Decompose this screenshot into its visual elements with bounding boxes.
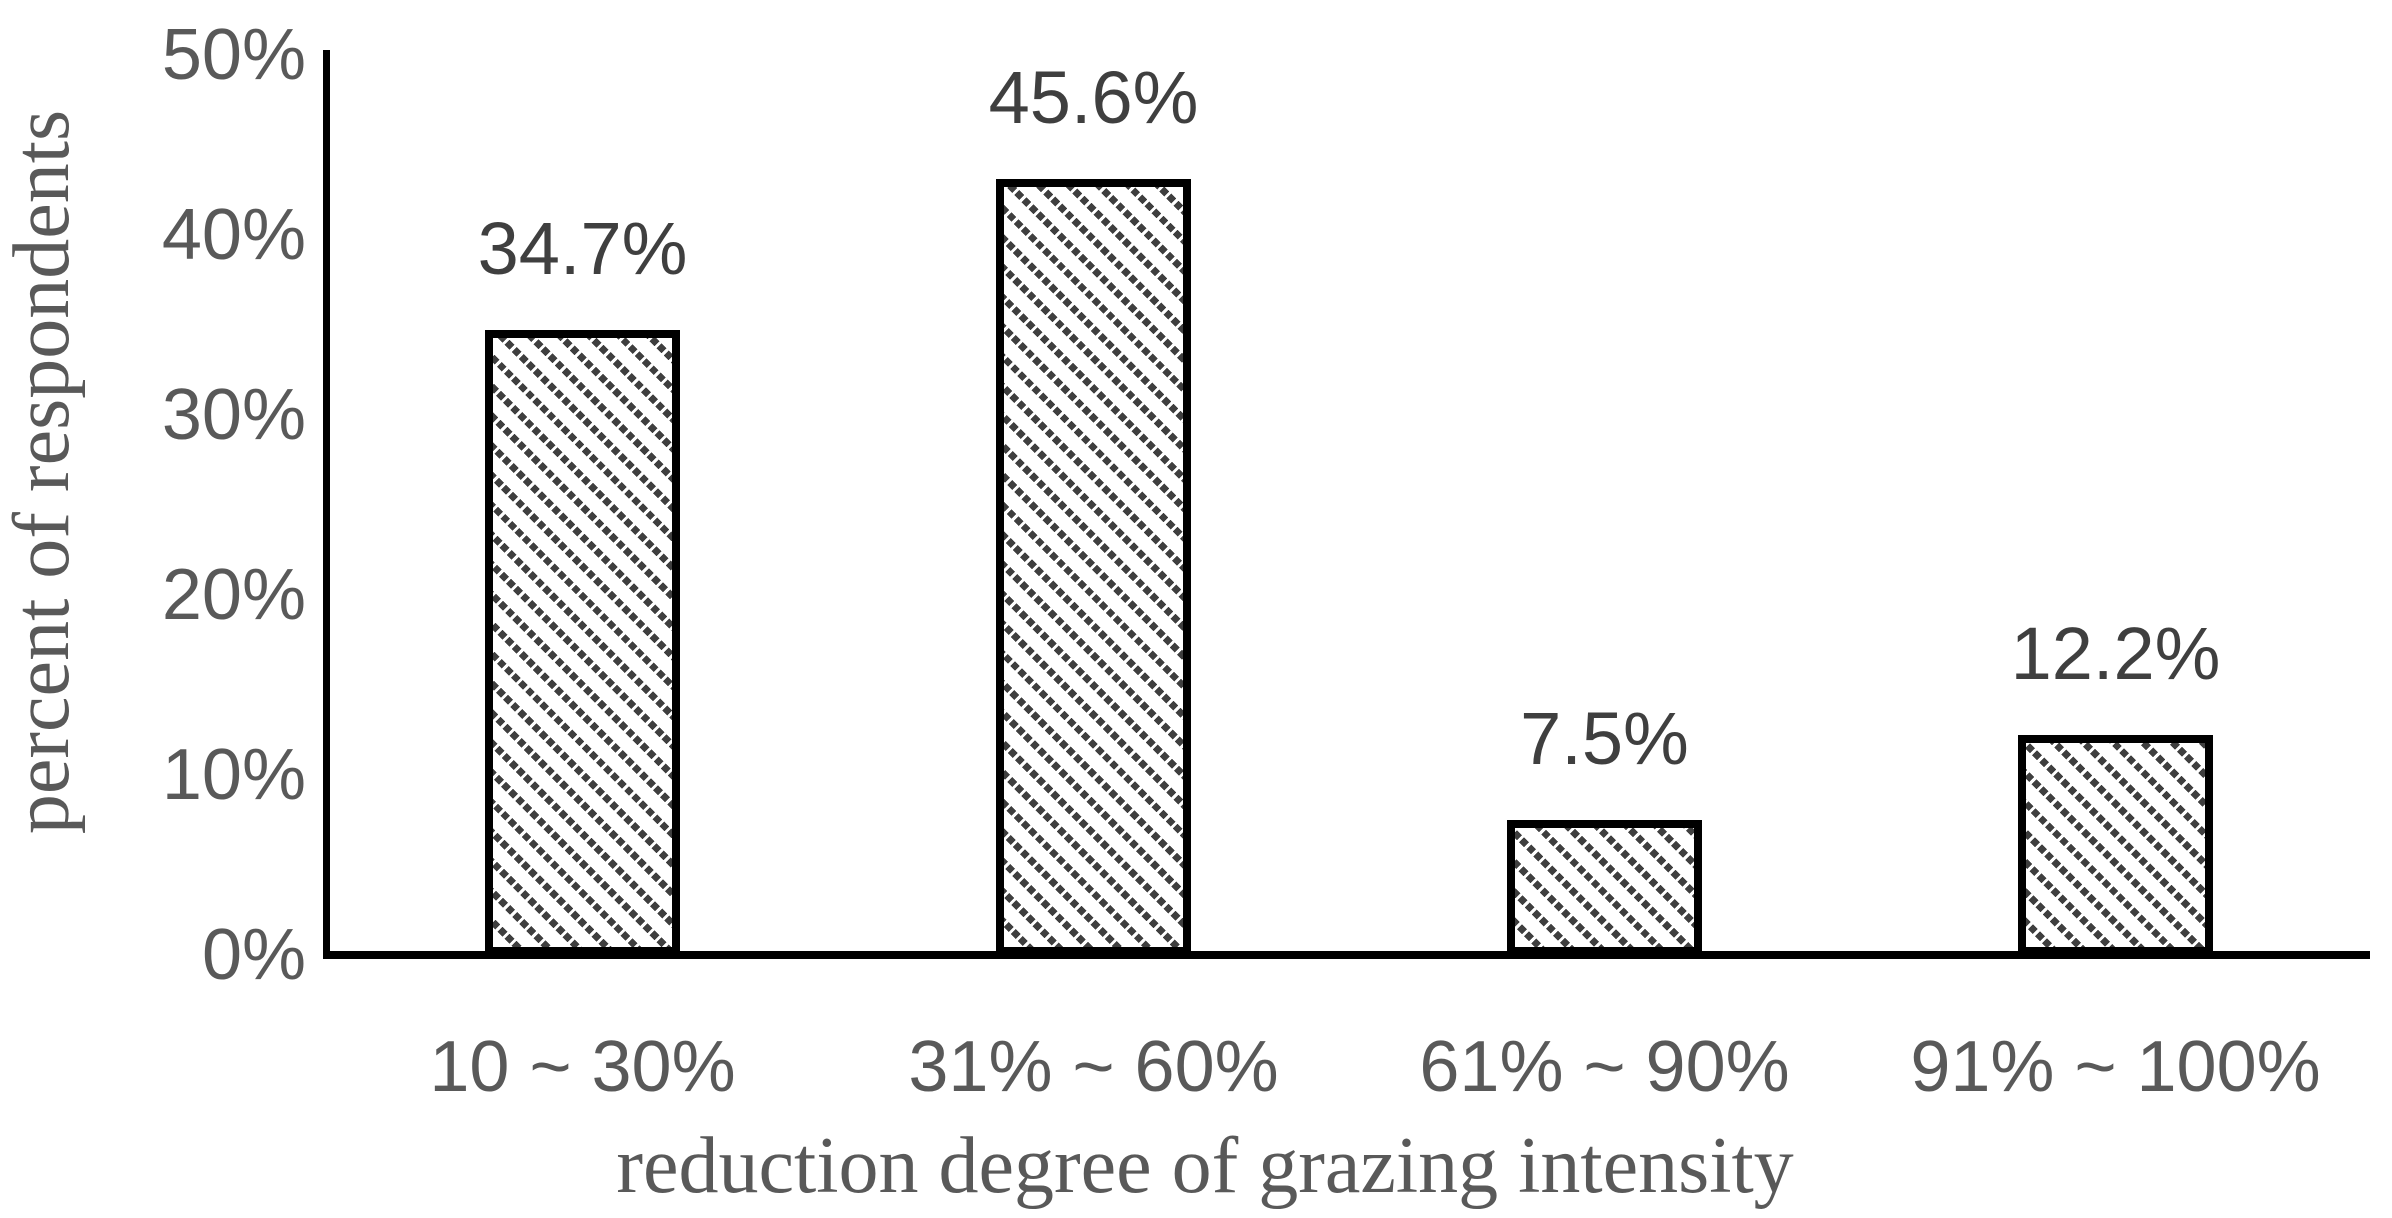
bar-data-label: 12.2% [2010, 612, 2221, 696]
bar-31-60 [996, 179, 1191, 955]
x-axis-line [323, 951, 2370, 959]
bar-slot: 12.2% [1860, 55, 2371, 955]
bar-61-90 [1507, 820, 1702, 955]
plot-area: 34.7% 45.6% 7.5% 12.2% [327, 55, 2370, 955]
y-tick-label-30: 30% [161, 375, 306, 455]
bar-91-100 [2018, 735, 2213, 955]
bar-slot: 45.6% [838, 55, 1349, 955]
y-tick-label-0: 0% [201, 915, 306, 995]
bar-10-30 [485, 330, 680, 955]
y-axis-line [323, 50, 330, 959]
x-category-label: 61% ~ 90% [1419, 1027, 1790, 1107]
x-category-label: 91% ~ 100% [1910, 1027, 2321, 1107]
y-tick-label-10: 10% [161, 735, 306, 815]
y-tick-label-50: 50% [161, 15, 306, 95]
bar-data-label: 45.6% [988, 56, 1199, 139]
y-tick-label-20: 20% [161, 555, 306, 635]
x-axis-title: reduction degree of grazing intensity [616, 1122, 1794, 1210]
bar-data-label: 34.7% [477, 207, 688, 291]
x-category-label: 10 ~ 30% [429, 1027, 736, 1107]
bar-slot: 34.7% [327, 55, 838, 955]
x-category-label: 31% ~ 60% [908, 1027, 1279, 1107]
y-tick-label-40: 40% [161, 195, 306, 275]
bar-slot: 7.5% [1349, 55, 1860, 955]
bar-data-label: 7.5% [1520, 697, 1689, 780]
